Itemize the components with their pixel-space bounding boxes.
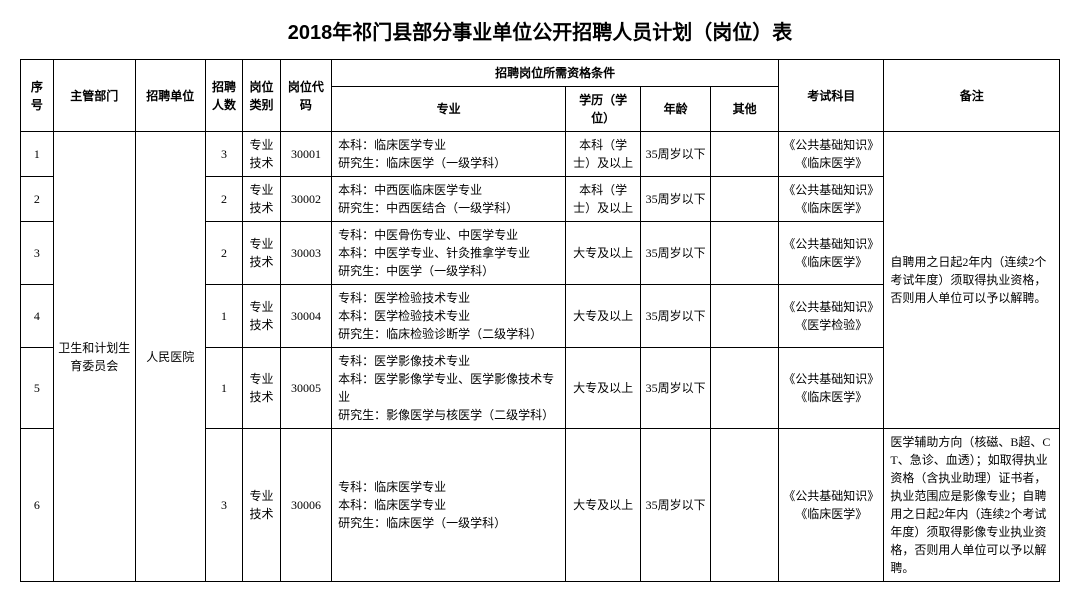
cell-kskm: 《公共基础知识》《临床医学》 <box>779 348 884 429</box>
cell-nl: 35周岁以下 <box>641 285 711 348</box>
th-bz: 备注 <box>884 60 1060 132</box>
th-xh: 序号 <box>21 60 54 132</box>
cell-gwlb: 专业技术 <box>243 348 280 429</box>
cell-zprs: 1 <box>205 348 242 429</box>
cell-qt <box>711 132 779 177</box>
cell-xl: 大专及以上 <box>566 222 641 285</box>
cell-zgbm: 卫生和计划生育委员会 <box>53 132 135 582</box>
th-kskm: 考试科目 <box>779 60 884 132</box>
th-tiaojian: 招聘岗位所需资格条件 <box>332 60 779 87</box>
cell-xl: 本科（学士）及以上 <box>566 177 641 222</box>
cell-zy: 本科：中西医临床医学专业研究生：中西医结合（一级学科） <box>332 177 566 222</box>
cell-zy: 专科：医学影像技术专业本科：医学影像学专业、医学影像技术专业研究生：影像医学与核… <box>332 348 566 429</box>
recruitment-table: 序号 主管部门 招聘单位 招聘人数 岗位类别 岗位代码 招聘岗位所需资格条件 考… <box>20 59 1060 582</box>
cell-nl: 35周岁以下 <box>641 348 711 429</box>
cell-qt <box>711 222 779 285</box>
cell-xl: 大专及以上 <box>566 348 641 429</box>
cell-zy: 专科：中医骨伤专业、中医学专业本科：中医学专业、针灸推拿学专业研究生：中医学（一… <box>332 222 566 285</box>
cell-zy: 专科：临床医学专业本科：临床医学专业研究生：临床医学（一级学科） <box>332 429 566 582</box>
cell-zprs: 2 <box>205 222 242 285</box>
cell-gwlb: 专业技术 <box>243 222 280 285</box>
cell-qt <box>711 429 779 582</box>
cell-gwlb: 专业技术 <box>243 429 280 582</box>
cell-kskm: 《公共基础知识》《临床医学》 <box>779 132 884 177</box>
cell-gwlb: 专业技术 <box>243 177 280 222</box>
cell-qt <box>711 348 779 429</box>
cell-xh: 2 <box>21 177 54 222</box>
cell-zpdw: 人民医院 <box>135 132 205 582</box>
cell-xh: 4 <box>21 285 54 348</box>
cell-xh: 1 <box>21 132 54 177</box>
cell-xh: 3 <box>21 222 54 285</box>
cell-gwdm: 30003 <box>280 222 331 285</box>
th-nl: 年龄 <box>641 87 711 132</box>
th-gwlb: 岗位类别 <box>243 60 280 132</box>
cell-qt <box>711 285 779 348</box>
cell-xh: 5 <box>21 348 54 429</box>
cell-zy: 专科：医学检验技术专业本科：医学检验技术专业研究生：临床检验诊断学（二级学科） <box>332 285 566 348</box>
cell-gwdm: 30004 <box>280 285 331 348</box>
cell-kskm: 《公共基础知识》《医学检验》 <box>779 285 884 348</box>
cell-kskm: 《公共基础知识》《临床医学》 <box>779 177 884 222</box>
cell-gwdm: 30006 <box>280 429 331 582</box>
cell-nl: 35周岁以下 <box>641 177 711 222</box>
th-zpdw: 招聘单位 <box>135 60 205 132</box>
th-xl: 学历（学位） <box>566 87 641 132</box>
cell-zprs: 3 <box>205 429 242 582</box>
th-zgbm: 主管部门 <box>53 60 135 132</box>
th-gwdm: 岗位代码 <box>280 60 331 132</box>
cell-kskm: 《公共基础知识》《临床医学》 <box>779 429 884 582</box>
cell-qt <box>711 177 779 222</box>
cell-nl: 35周岁以下 <box>641 429 711 582</box>
cell-xl: 本科（学士）及以上 <box>566 132 641 177</box>
cell-bz: 医学辅助方向（核磁、B超、CT、急诊、血透）；如取得执业资格（含执业助理）证书者… <box>884 429 1060 582</box>
cell-gwdm: 30005 <box>280 348 331 429</box>
table-row: 1 卫生和计划生育委员会 人民医院 3 专业技术 30001 本科：临床医学专业… <box>21 132 1060 177</box>
cell-gwlb: 专业技术 <box>243 132 280 177</box>
cell-zprs: 2 <box>205 177 242 222</box>
cell-nl: 35周岁以下 <box>641 132 711 177</box>
cell-xl: 大专及以上 <box>566 285 641 348</box>
cell-bz: 自聘用之日起2年内（连续2个考试年度）须取得执业资格，否则用人单位可以予以解聘。 <box>884 132 1060 429</box>
cell-zprs: 3 <box>205 132 242 177</box>
cell-xl: 大专及以上 <box>566 429 641 582</box>
cell-kskm: 《公共基础知识》《临床医学》 <box>779 222 884 285</box>
cell-gwlb: 专业技术 <box>243 285 280 348</box>
cell-xh: 6 <box>21 429 54 582</box>
cell-gwdm: 30001 <box>280 132 331 177</box>
page-title: 2018年祁门县部分事业单位公开招聘人员计划（岗位）表 <box>20 16 1060 45</box>
cell-zy: 本科：临床医学专业研究生：临床医学（一级学科） <box>332 132 566 177</box>
cell-nl: 35周岁以下 <box>641 222 711 285</box>
th-qt: 其他 <box>711 87 779 132</box>
cell-gwdm: 30002 <box>280 177 331 222</box>
th-zy: 专业 <box>332 87 566 132</box>
cell-zprs: 1 <box>205 285 242 348</box>
th-zprs: 招聘人数 <box>205 60 242 132</box>
